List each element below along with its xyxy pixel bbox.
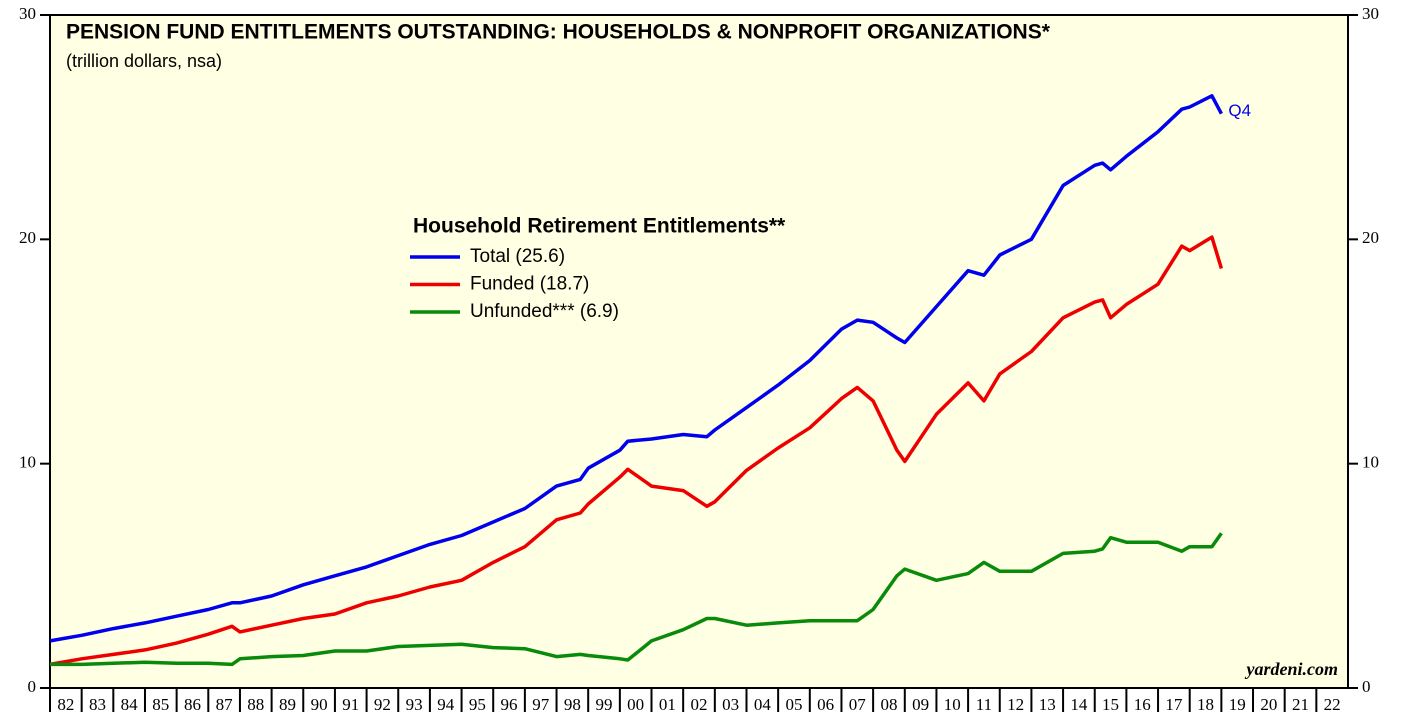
y-tick-label: 10 xyxy=(19,453,36,472)
x-tick-label: 82 xyxy=(57,695,74,714)
x-tick-label: 02 xyxy=(691,695,708,714)
series-line xyxy=(49,94,1223,643)
x-tick-label: 93 xyxy=(406,695,423,714)
y2-tick-label: 30 xyxy=(1362,4,1379,23)
x-tick-label: 03 xyxy=(722,695,739,714)
x-tick-label: 85 xyxy=(152,695,169,714)
x-tick-label: 09 xyxy=(912,695,929,714)
y-tick-label: 30 xyxy=(19,4,36,23)
x-tick-label: 90 xyxy=(311,695,328,714)
x-tick-label: 18 xyxy=(1197,695,1214,714)
series-line xyxy=(50,532,1223,667)
x-tick-label: 95 xyxy=(469,695,486,714)
plot-area xyxy=(49,14,1349,689)
x-tick-label: 83 xyxy=(89,695,106,714)
x-tick-label: 86 xyxy=(184,695,201,714)
x-tick-label: 13 xyxy=(1039,695,1056,714)
chart-title: PENSION FUND ENTITLEMENTS OUTSTANDING: H… xyxy=(66,21,1051,44)
x-tick-label: 97 xyxy=(532,695,550,714)
x-tick-label: 21 xyxy=(1292,695,1309,714)
x-tick-label: 16 xyxy=(1134,695,1151,714)
legend-label: Funded (18.7) xyxy=(470,274,589,295)
x-tick-label: 06 xyxy=(817,695,834,714)
x-tick-label: 04 xyxy=(754,695,772,714)
x-tick-label: 05 xyxy=(785,695,802,714)
y2-tick-label: 0 xyxy=(1362,677,1371,696)
x-tick-label: 99 xyxy=(596,695,613,714)
chart-subtitle: (trillion dollars, nsa) xyxy=(66,51,222,71)
x-tick-label: 19 xyxy=(1229,695,1246,714)
x-tick-label: 01 xyxy=(659,695,676,714)
x-tick-label: 11 xyxy=(976,695,992,714)
y2-tick-label: 10 xyxy=(1362,453,1379,472)
x-tick-label: 17 xyxy=(1165,695,1183,714)
x-tick-label: 87 xyxy=(216,695,234,714)
x-tick-label: 07 xyxy=(849,695,867,714)
x-tick-label: 12 xyxy=(1007,695,1024,714)
x-tick-label: 91 xyxy=(342,695,359,714)
x-tick-label: 89 xyxy=(279,695,296,714)
x-tick-label: 00 xyxy=(627,695,644,714)
x-tick-label: 92 xyxy=(374,695,391,714)
legend-label: Unfunded*** (6.9) xyxy=(470,301,619,322)
series-line xyxy=(49,235,1224,667)
legend-title: Household Retirement Entitlements** xyxy=(413,215,786,238)
x-tick-label: 84 xyxy=(121,695,139,714)
x-tick-label: 20 xyxy=(1260,695,1277,714)
legend-label: Total (25.6) xyxy=(470,246,565,267)
x-tick-label: 22 xyxy=(1324,695,1341,714)
y2-tick-label: 20 xyxy=(1362,228,1379,247)
y-tick-label: 20 xyxy=(19,228,36,247)
y-tick-label: 0 xyxy=(28,677,37,696)
x-tick-label: 94 xyxy=(437,695,455,714)
x-tick-label: 96 xyxy=(501,695,518,714)
x-tick-label: 14 xyxy=(1070,695,1088,714)
x-tick-label: 15 xyxy=(1102,695,1119,714)
x-tick-label: 08 xyxy=(880,695,897,714)
x-tick-label: 88 xyxy=(247,695,264,714)
source: yardeni.com xyxy=(1245,659,1339,679)
x-tick-label: 98 xyxy=(564,695,581,714)
annotation: Q4 xyxy=(1228,101,1251,120)
x-tick-label: 10 xyxy=(944,695,961,714)
